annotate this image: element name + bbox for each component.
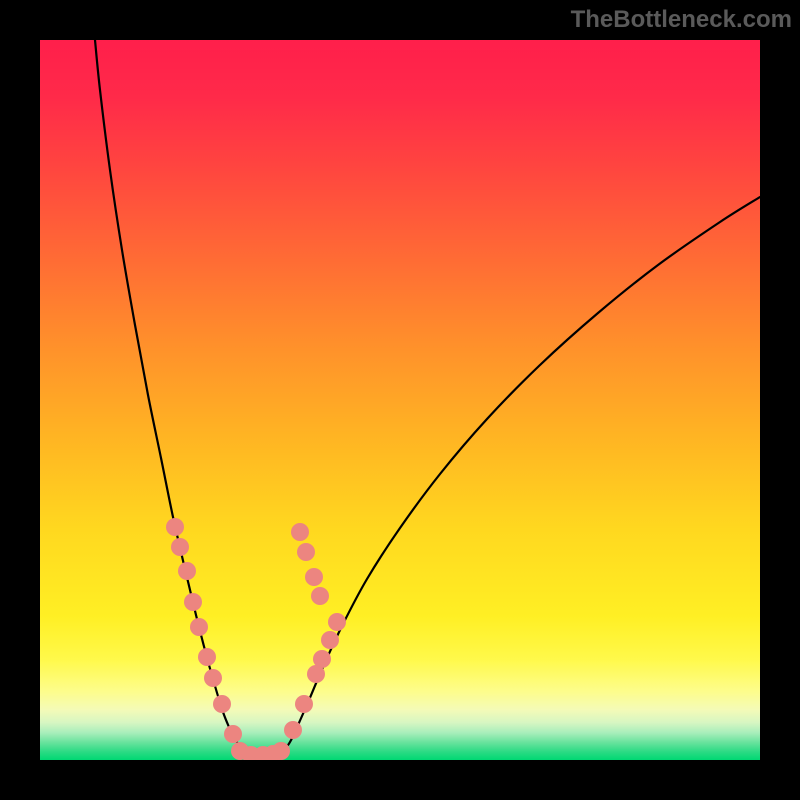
data-marker bbox=[198, 648, 216, 666]
data-marker bbox=[328, 613, 346, 631]
data-marker bbox=[321, 631, 339, 649]
data-marker bbox=[178, 562, 196, 580]
data-marker bbox=[190, 618, 208, 636]
data-marker bbox=[224, 725, 242, 743]
data-marker bbox=[297, 543, 315, 561]
gradient-panel bbox=[40, 40, 760, 760]
chart-stage: TheBottleneck.com bbox=[0, 0, 800, 800]
data-marker bbox=[305, 568, 323, 586]
watermark-text: TheBottleneck.com bbox=[571, 6, 792, 34]
chart-svg bbox=[40, 40, 760, 760]
data-marker bbox=[291, 523, 309, 541]
data-marker bbox=[184, 593, 202, 611]
data-marker bbox=[311, 587, 329, 605]
data-marker bbox=[213, 695, 231, 713]
data-marker bbox=[166, 518, 184, 536]
data-marker bbox=[204, 669, 222, 687]
data-marker bbox=[171, 538, 189, 556]
data-marker bbox=[272, 742, 290, 760]
data-marker bbox=[295, 695, 313, 713]
data-marker bbox=[313, 650, 331, 668]
data-marker bbox=[284, 721, 302, 739]
